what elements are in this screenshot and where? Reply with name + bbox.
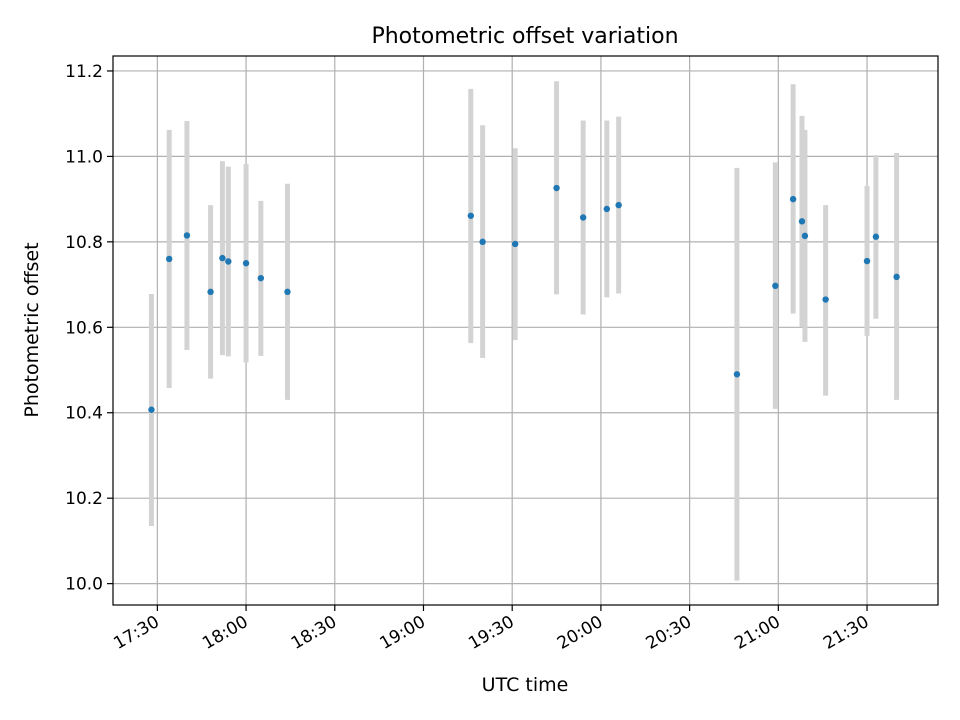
chart-title: Photometric offset variation <box>371 24 678 49</box>
data-point <box>242 260 250 267</box>
data-point <box>822 296 829 303</box>
y-tick-label: 10.0 <box>65 575 103 595</box>
data-point <box>511 240 519 248</box>
data-point <box>579 214 587 221</box>
x-axis-label: UTC time <box>482 674 569 696</box>
data-point <box>284 288 291 296</box>
y-tick-label: 10.2 <box>65 489 103 509</box>
data-point <box>165 255 173 263</box>
data-point <box>772 282 779 290</box>
data-point <box>893 273 900 281</box>
data-points <box>148 184 900 413</box>
data-point <box>183 232 191 239</box>
data-point <box>207 288 214 296</box>
data-point <box>257 274 265 282</box>
y-axis-label: Photometric offset <box>21 242 43 417</box>
data-point <box>553 184 560 192</box>
data-point <box>479 238 486 246</box>
grid <box>113 56 938 605</box>
data-point <box>872 233 880 240</box>
y-tick-label: 10.6 <box>65 318 103 338</box>
data-point <box>801 232 809 240</box>
data-point <box>733 371 741 378</box>
plot-area <box>113 56 938 605</box>
data-point <box>798 218 806 225</box>
data-point <box>789 195 797 203</box>
y-tick-label: 10.8 <box>65 233 103 253</box>
y-tick-label: 10.4 <box>65 404 103 424</box>
y-tick-label: 11.2 <box>65 62 103 82</box>
data-point <box>148 406 155 413</box>
data-point <box>863 257 871 265</box>
plot-frame <box>112 55 939 606</box>
data-point <box>603 205 611 213</box>
data-point <box>219 254 226 262</box>
data-point <box>225 258 232 265</box>
data-point <box>615 201 622 209</box>
y-tick-label: 11.0 <box>65 147 103 167</box>
y-axis-ticks: 10.0 10.2 10.4 10.6 10.8 11.0 11.2 <box>65 62 113 595</box>
data-point <box>467 212 474 219</box>
